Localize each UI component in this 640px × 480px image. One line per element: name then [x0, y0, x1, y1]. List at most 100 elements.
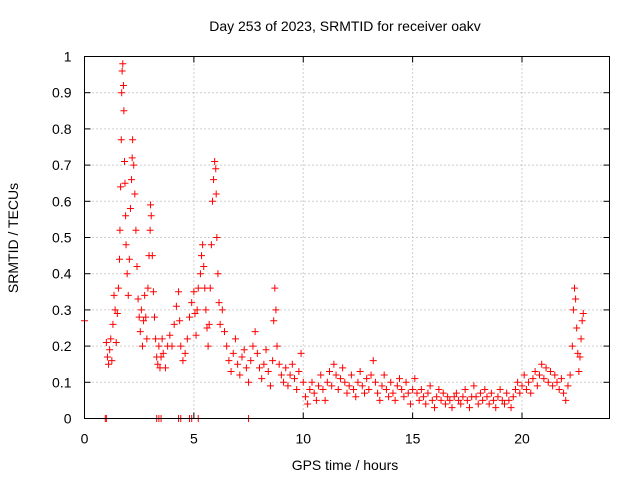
data-point	[199, 241, 207, 249]
y-tick-label: 0.8	[52, 121, 72, 137]
y-axis-label: SRMTID / TECUs	[5, 183, 21, 293]
data-point	[148, 252, 156, 260]
data-point	[215, 299, 223, 307]
data-point	[358, 382, 366, 390]
data-point	[258, 375, 266, 383]
data-point	[304, 400, 312, 408]
data-point	[114, 284, 122, 292]
data-point	[343, 389, 351, 397]
data-point	[181, 349, 189, 357]
data-point	[256, 364, 263, 372]
data-point	[448, 404, 456, 412]
data-point	[466, 404, 473, 412]
data-point	[122, 212, 130, 220]
data-point	[437, 396, 445, 404]
data-point	[212, 190, 220, 198]
data-point	[431, 404, 438, 412]
data-point	[111, 306, 119, 314]
data-point	[210, 176, 218, 184]
data-point	[122, 241, 130, 249]
data-point	[194, 284, 202, 292]
data-point	[118, 67, 126, 75]
data-point	[336, 375, 344, 383]
data-point	[155, 342, 163, 350]
data-point	[529, 375, 537, 383]
data-point	[527, 389, 535, 397]
data-point	[179, 357, 187, 365]
data-point	[175, 288, 183, 296]
data-point	[134, 295, 142, 303]
data-point	[380, 371, 388, 379]
data-point	[572, 295, 580, 303]
data-point	[557, 375, 565, 383]
data-point	[354, 378, 362, 386]
data-point	[227, 367, 235, 375]
data-point	[208, 197, 216, 205]
data-point	[130, 161, 138, 169]
x-tick-label: 5	[190, 431, 198, 447]
data-point	[204, 342, 212, 350]
data-point	[186, 313, 193, 321]
data-point	[183, 335, 191, 343]
data-point	[365, 386, 373, 394]
data-point	[269, 357, 277, 365]
data-point	[109, 320, 117, 328]
data-point	[193, 306, 201, 314]
data-point	[350, 386, 358, 394]
data-point	[509, 393, 517, 401]
data-point	[347, 371, 355, 379]
data-point	[190, 288, 198, 296]
data-point	[332, 371, 340, 379]
data-point	[166, 331, 174, 339]
data-point	[136, 328, 144, 336]
y-tick-label: 0.7	[52, 157, 72, 173]
data-point	[105, 360, 113, 368]
data-point	[415, 396, 423, 404]
data-point	[321, 396, 329, 404]
data-point	[341, 378, 349, 386]
data-point	[569, 306, 577, 314]
data-point	[363, 375, 371, 383]
data-point	[123, 270, 131, 278]
data-point	[571, 284, 578, 292]
data-point	[330, 360, 338, 368]
data-point	[154, 360, 162, 368]
data-point	[367, 371, 375, 379]
data-point	[205, 320, 213, 328]
data-point	[116, 255, 123, 263]
data-point	[125, 255, 133, 263]
data-point	[129, 136, 137, 144]
data-point	[110, 291, 118, 299]
data-point	[328, 382, 336, 390]
data-point	[202, 306, 210, 314]
data-point	[121, 157, 129, 165]
data-point	[498, 396, 506, 404]
data-point	[382, 386, 390, 394]
data-point	[385, 393, 393, 401]
data-point	[540, 375, 548, 383]
data-point	[264, 367, 272, 375]
data-point	[393, 382, 401, 390]
data-point	[161, 364, 169, 372]
data-point	[225, 357, 233, 365]
data-point	[108, 357, 116, 365]
data-point	[141, 291, 149, 299]
data-point	[433, 393, 441, 401]
data-point	[444, 393, 452, 401]
data-point	[492, 404, 500, 412]
data-point	[216, 320, 224, 328]
data-point	[483, 393, 491, 401]
data-point	[441, 400, 449, 408]
data-point	[544, 378, 552, 386]
data-point	[306, 386, 314, 394]
data-point	[426, 382, 434, 390]
data-point	[398, 386, 406, 394]
data-point	[374, 389, 382, 397]
data-point	[119, 60, 127, 68]
data-point	[103, 353, 111, 361]
data-point	[459, 393, 467, 401]
data-point	[317, 371, 325, 379]
data-point	[376, 396, 384, 404]
data-point	[356, 367, 364, 375]
data-point	[352, 393, 360, 401]
